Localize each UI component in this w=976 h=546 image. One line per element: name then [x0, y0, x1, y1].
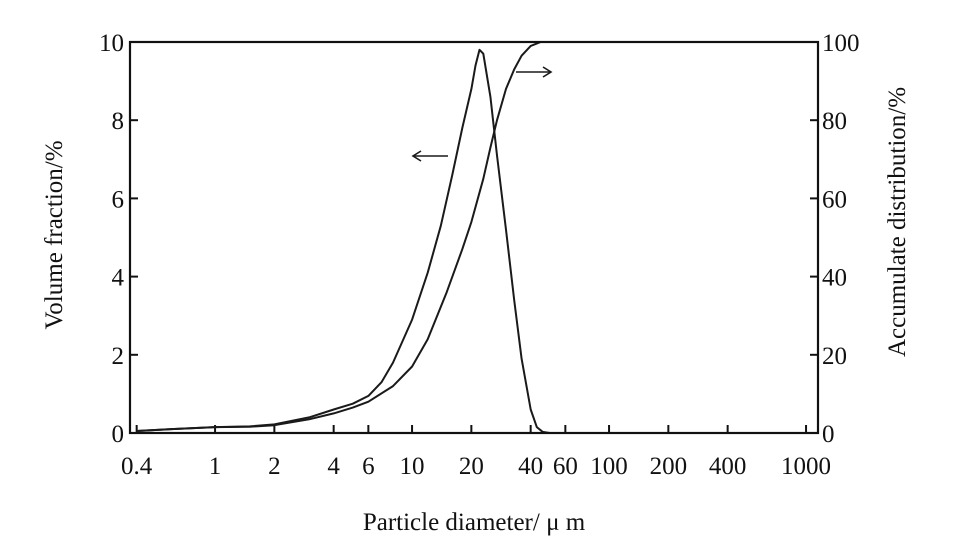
y-right-tick-label: 60 — [822, 186, 847, 213]
y-right-tick-label: 80 — [822, 108, 847, 135]
curves-layer — [136, 41, 806, 434]
y-left-tick-label: 4 — [112, 265, 125, 292]
x-tick-label: 0.4 — [121, 453, 153, 480]
y-right-tick-label: 100 — [822, 30, 860, 57]
y-left-axis-title: Volume fraction/% — [41, 140, 68, 329]
x-axis-title: Particle diameter/ μ m — [363, 509, 586, 536]
plot-frame — [128, 40, 820, 435]
y-left-tick-label: 10 — [99, 30, 124, 57]
x-tick-label: 400 — [709, 453, 747, 480]
left-axis-arrowhead — [411, 150, 422, 162]
x-tick-label: 20 — [459, 453, 484, 480]
x-tick-label: 1 — [209, 453, 222, 480]
x-tick-label: 10 — [400, 453, 425, 480]
x-tick-label: 100 — [590, 453, 628, 480]
right-axis-arrowhead — [542, 66, 553, 78]
x-tick-label: 4 — [327, 453, 340, 480]
x-tick-label: 6 — [362, 453, 375, 480]
x-tick-label: 1000 — [781, 453, 831, 480]
y-right-axis-title: Accumulate distribution/% — [884, 87, 911, 357]
accumulate-distribution-curve — [136, 41, 806, 432]
ticks-layer: 0.4 1 2 4 6 10 20 40 60 100 200 400 1000024681002040… — [99, 30, 860, 480]
x-tick-label: 40 — [518, 453, 543, 480]
volume-fraction-curve — [136, 48, 550, 434]
y-left-tick-label: 2 — [112, 343, 125, 370]
x-tick-label: 2 — [268, 453, 281, 480]
x-tick-label: 200 — [650, 453, 688, 480]
y-right-tick-label: 40 — [822, 265, 847, 292]
y-right-tick-label: 0 — [822, 421, 835, 448]
y-left-tick-label: 0 — [112, 421, 125, 448]
x-tick-label: 60 — [553, 453, 578, 480]
y-left-tick-label: 6 — [112, 186, 125, 213]
y-right-tick-label: 20 — [822, 343, 847, 370]
y-left-tick-label: 8 — [112, 108, 125, 135]
